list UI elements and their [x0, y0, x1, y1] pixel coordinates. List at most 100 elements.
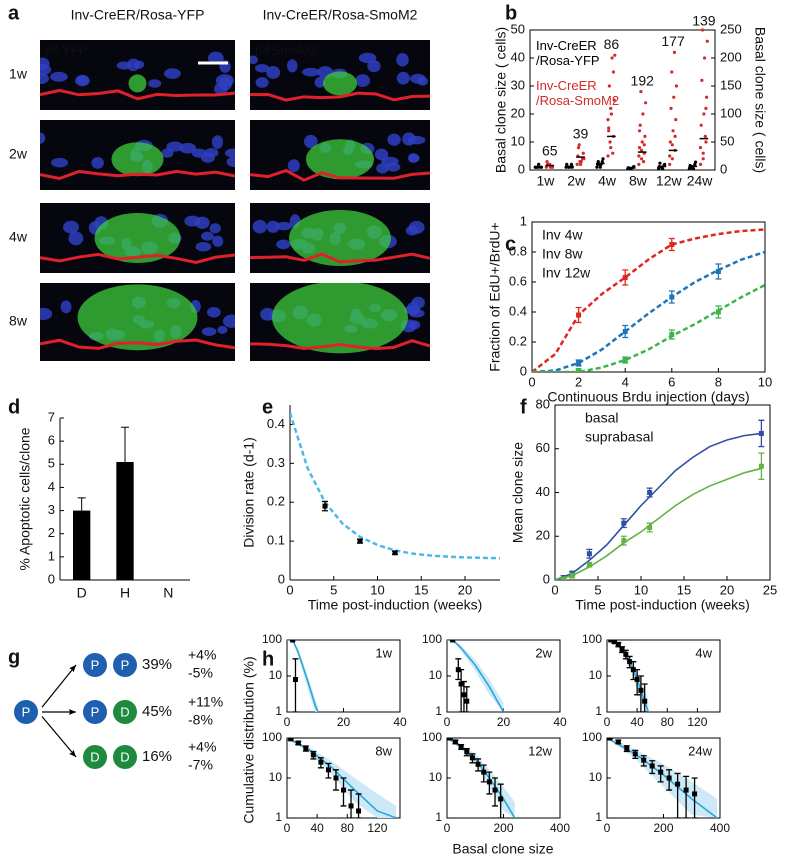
clone-dot: [669, 106, 673, 110]
nucleus: [40, 132, 46, 144]
x-tick-label: 4: [622, 374, 629, 389]
y-tick-label: 0: [48, 571, 55, 586]
clone-dot: [545, 160, 549, 164]
x-tick-label: 0: [604, 821, 611, 835]
nucleus: [148, 79, 162, 88]
data-point: [615, 739, 621, 745]
arrow-head: [69, 665, 76, 673]
clone-dot: [704, 106, 708, 110]
x-tick-label: 2w: [567, 173, 586, 189]
micrograph: [250, 40, 430, 110]
clone-dot: [637, 146, 642, 150]
data-point: [576, 360, 582, 366]
clone-dot: [641, 160, 646, 164]
x-tick-label: 2: [575, 374, 582, 389]
fit-line: [532, 228, 765, 372]
data-point: [758, 463, 764, 469]
clone-dot: [641, 112, 645, 116]
x-tick-label: 20: [720, 582, 734, 597]
y-tick-label: 20: [511, 105, 525, 120]
nucleus: [314, 76, 326, 88]
x-tick-label: 8w: [629, 173, 648, 189]
clone-dot: [698, 146, 703, 150]
subplot-title: 8w: [375, 743, 392, 758]
clone-count: 192: [631, 72, 655, 88]
clone-dot: [671, 129, 675, 133]
x-tick-label: 12w: [656, 173, 683, 189]
basement-membrane: [40, 88, 235, 101]
nucleus: [266, 66, 281, 79]
column-label: Inv-CreER/Rosa-YFP: [71, 7, 205, 23]
data-point: [621, 538, 627, 544]
bar: [116, 461, 134, 580]
panel-label: h: [262, 648, 274, 670]
y-tick-label: 0.2: [509, 333, 527, 348]
nucleus: [255, 64, 270, 73]
daughter-cell-label: D: [90, 749, 99, 764]
clone-dot: [612, 98, 616, 102]
x-tick-label: 400: [710, 821, 730, 835]
x-tick-label: 6: [668, 374, 675, 389]
clone-dot: [607, 126, 611, 130]
clone-dot: [607, 129, 611, 133]
error-bar: [292, 658, 299, 712]
nucleus: [191, 148, 207, 158]
x-tick-label: 24w: [687, 173, 714, 189]
y-tick-label: 6: [48, 433, 55, 448]
nucleus: [201, 327, 217, 336]
clone-count: 177: [661, 33, 685, 49]
fit-line: [532, 250, 765, 372]
stain-label: β4: [255, 42, 270, 57]
micrograph: [250, 203, 430, 273]
clone-dot: [640, 140, 644, 144]
clone-dot: [672, 50, 677, 55]
plot-frame: [529, 29, 716, 171]
nucleus: [40, 307, 53, 321]
data-point: [475, 761, 481, 767]
nucleus: [217, 325, 228, 334]
data-point: [348, 803, 354, 809]
y-tick-label: 4: [48, 479, 55, 494]
nucleus: [276, 239, 291, 250]
nucleus: [133, 60, 145, 69]
x-tick-label: 8: [715, 374, 722, 389]
y-tick-label: 1: [48, 548, 55, 563]
nucleus: [374, 148, 389, 161]
clone-dot: [611, 70, 616, 74]
nucleus: [226, 156, 235, 167]
x-tick-label: 20: [458, 582, 472, 597]
y-axis-label: Division rate (d-1): [241, 437, 257, 547]
clone: [323, 71, 357, 96]
clone-dot: [569, 162, 574, 166]
data-point: [715, 269, 721, 274]
nucleus: [204, 148, 219, 158]
clone-dot: [544, 165, 548, 169]
x-tick-label: 400: [550, 821, 570, 835]
data-point: [464, 698, 470, 704]
bar: [73, 510, 91, 580]
clone-count: 65: [542, 142, 558, 158]
legend-entry: Inv 12w: [542, 265, 591, 281]
data-point: [450, 640, 456, 643]
data-point: [666, 775, 672, 781]
panel-label: g: [8, 646, 20, 668]
clone-dot: [598, 165, 602, 169]
data-point: [692, 791, 698, 797]
clone-dot: [700, 78, 704, 82]
stain-label: β4: [45, 42, 60, 57]
error-bar: [691, 777, 698, 818]
fate-error-minus: -7%: [188, 757, 213, 773]
x-tick-label: 15: [677, 582, 691, 597]
data-point: [469, 755, 475, 761]
y-tick-label: 1: [595, 704, 602, 718]
plot-frame: [531, 221, 766, 373]
clone-dot: [601, 157, 605, 161]
data-point: [638, 687, 644, 693]
clone-dot: [639, 90, 643, 94]
clone-dot: [613, 53, 617, 57]
panel-label: e: [262, 396, 273, 418]
error-bar: [458, 669, 465, 712]
fate-percent: 39%: [142, 656, 172, 673]
clone: [77, 284, 198, 351]
